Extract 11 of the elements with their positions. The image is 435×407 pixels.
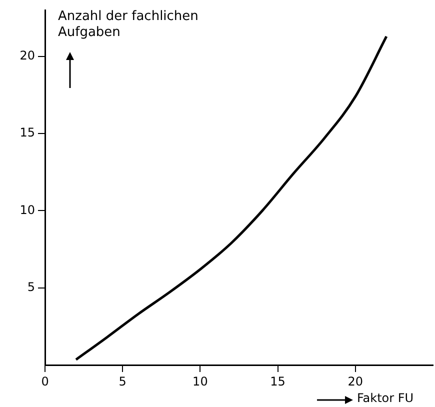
x-tick-label: 20	[348, 374, 364, 388]
y-tick-label: 15	[20, 126, 35, 140]
y-tick-label: 10	[20, 202, 35, 217]
y-tick-label: 20	[20, 48, 35, 63]
x-tick-label: 5	[118, 374, 126, 388]
y-axis-title: Anzahl der fachlichen Aufgaben	[58, 9, 200, 41]
x-tick-label: 10	[192, 374, 208, 388]
x-tick-label: 0	[41, 374, 49, 388]
y-tick-label: 5	[27, 280, 35, 294]
x-tick-label: 15	[270, 374, 286, 388]
x-axis-title: Faktor FU	[357, 391, 414, 405]
